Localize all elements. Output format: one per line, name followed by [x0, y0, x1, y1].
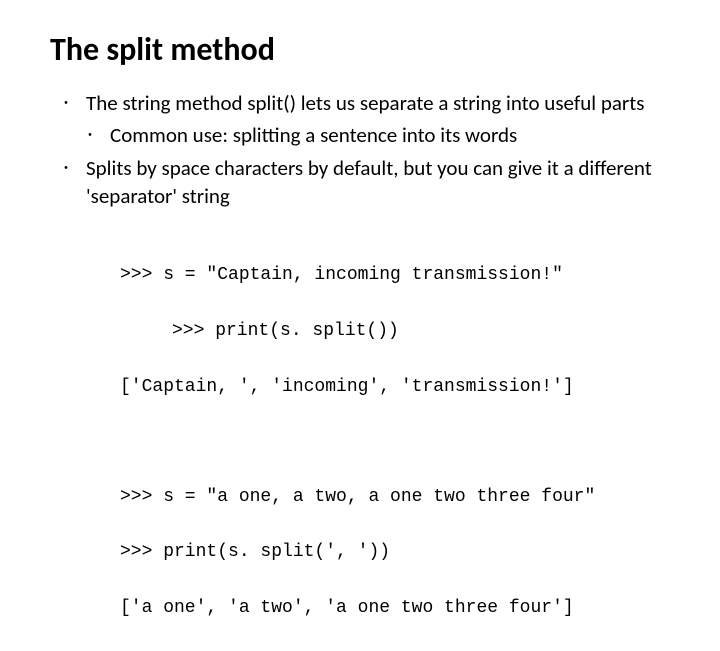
bullet-list: The string method split() lets us separa…: [58, 89, 670, 210]
slide-title: The split method: [50, 30, 670, 69]
bullet-item-1: The string method split() lets us separa…: [58, 89, 670, 117]
code-line: >>> print(s. split()): [172, 318, 670, 346]
code-block-2: >>> s = "a one, a two, a one two three f…: [120, 456, 670, 651]
code-block-1: >>> s = "Captain, incoming transmission!…: [120, 234, 670, 429]
code-line: >>> s = "a one, a two, a one two three f…: [120, 484, 670, 512]
code-line: ['Captain, ', 'incoming', 'transmission!…: [120, 374, 670, 402]
bullet-item-3: Splits by space characters by default, b…: [58, 154, 670, 211]
code-line: >>> s = "Captain, incoming transmission!…: [120, 262, 670, 290]
code-line: ['a one', 'a two', 'a one two three four…: [120, 595, 670, 623]
bullet-item-2: Common use: splitting a sentence into it…: [58, 121, 670, 149]
code-line: >>> print(s. split(', ')): [120, 539, 670, 567]
